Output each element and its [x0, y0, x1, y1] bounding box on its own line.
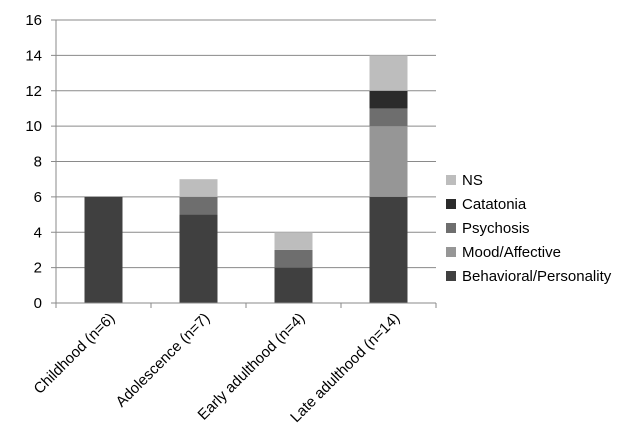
- bar-segment-behavioral-personality: [274, 267, 313, 303]
- x-category-label: Early adulthood (n=4): [195, 310, 309, 424]
- y-tick-label: 2: [34, 260, 42, 277]
- x-axis-labels: Childhood (n=6)Adolescence (n=7)Early ad…: [31, 310, 404, 426]
- y-tick-label: 6: [34, 189, 42, 206]
- y-tick-label: 8: [34, 154, 42, 171]
- x-category-label: Late adulthood (n=14): [287, 310, 403, 426]
- bar-segment-mood-affective: [369, 126, 408, 197]
- legend: NS Catatonia Psychosis Mood/Affective Behavi…: [446, 172, 612, 285]
- x-category-label: Childhood (n=6): [31, 310, 119, 398]
- y-axis-ticks: 0 2 4 6 8 10 12 14 16: [25, 12, 56, 312]
- legend-label: Catatonia: [462, 196, 527, 213]
- bar-segment-behavioral-personality: [369, 196, 408, 303]
- bar-segment-ns: [179, 179, 218, 197]
- y-tick-label: 4: [34, 224, 42, 241]
- bar-segment-psychosis: [179, 196, 218, 215]
- y-tick-label: 0: [34, 295, 42, 312]
- legend-label: Mood/Affective: [462, 244, 561, 261]
- legend-label: Behavioral/Personality: [462, 268, 612, 285]
- legend-swatch: [446, 271, 456, 281]
- legend-swatch: [446, 199, 456, 209]
- bar-segment-ns: [274, 232, 313, 250]
- legend-label: NS: [462, 172, 483, 189]
- legend-swatch: [446, 247, 456, 257]
- y-tick-label: 16: [25, 12, 42, 29]
- bar-segment-psychosis: [274, 249, 313, 268]
- y-tick-label: 12: [25, 83, 42, 100]
- bar-segment-ns: [369, 55, 408, 91]
- bar-segment-behavioral-personality: [84, 196, 123, 303]
- y-tick-label: 14: [25, 47, 42, 64]
- legend-swatch: [446, 223, 456, 233]
- bars: [84, 55, 408, 303]
- y-tick-label: 10: [25, 118, 42, 135]
- axes: [55, 20, 437, 308]
- legend-swatch: [446, 175, 456, 185]
- bar-segment-psychosis: [369, 108, 408, 127]
- bar-segment-behavioral-personality: [179, 214, 218, 303]
- x-category-label: Adolescence (n=7): [113, 310, 214, 411]
- bar-segment-catatonia: [369, 90, 408, 109]
- legend-label: Psychosis: [462, 220, 530, 237]
